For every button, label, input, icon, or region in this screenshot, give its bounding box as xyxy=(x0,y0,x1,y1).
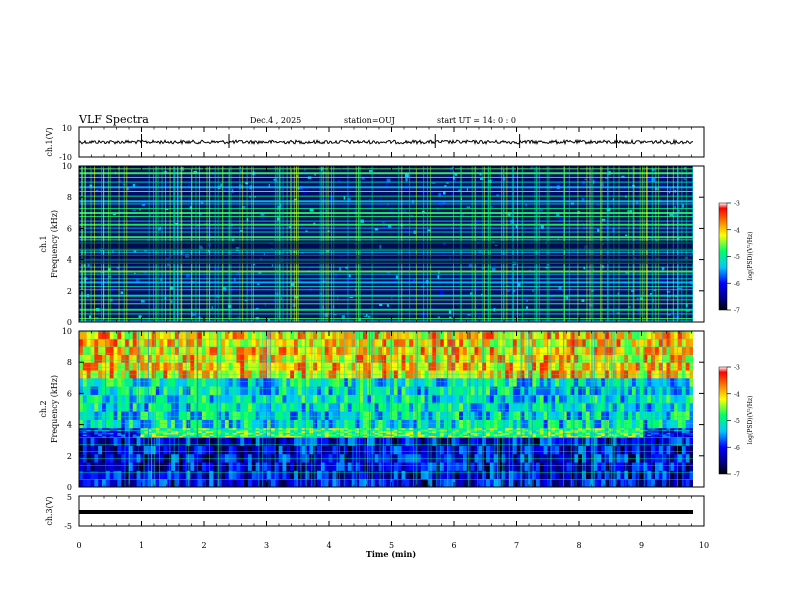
ch3-wave-tick-top: 5 xyxy=(67,493,72,502)
x-tick-label: 4 xyxy=(326,541,331,550)
freq-tick-label: 8 xyxy=(67,358,72,367)
ch1-line xyxy=(79,200,693,203)
x-tick-label: 8 xyxy=(576,541,581,550)
ch1-wave-ylabel: ch.1(V) xyxy=(45,127,54,156)
ch2-spec-ylabel: Frequency (kHz) xyxy=(50,375,59,443)
ch2-spec-ylabel-channel: ch.2 xyxy=(39,400,48,417)
ch1-line xyxy=(79,239,693,241)
freq-tick-label: 4 xyxy=(67,421,72,430)
ch1-wave-tick-bottom: -10 xyxy=(59,153,72,162)
ch1-spec-ylabel: Frequency (kHz) xyxy=(50,210,59,278)
ch1-line xyxy=(79,294,693,297)
colorbar-tick-label: -3 xyxy=(734,365,740,372)
ch1-line xyxy=(79,231,693,233)
colorbar-tick-label: -3 xyxy=(734,201,740,208)
colorbar-tick-label: -7 xyxy=(734,472,740,479)
x-tick-label: 0 xyxy=(76,541,81,550)
ch1-line xyxy=(79,186,693,189)
ch1-line xyxy=(79,168,693,170)
ch1-colorbar-label: log(PSD)(V²/Hz) xyxy=(747,232,754,281)
ch1-line xyxy=(79,303,693,305)
ch1-line xyxy=(79,308,693,311)
freq-tick-label: 0 xyxy=(67,318,72,327)
x-tick-label: 9 xyxy=(639,541,644,550)
x-axis-label: Time (min) xyxy=(366,549,416,559)
ch1-line xyxy=(79,223,693,226)
ch1-spectrogram-panel: 0 2 4 6 8 10 ch.1 Frequency (kHz) xyxy=(39,162,705,327)
ch1-waveform-panel: 10 -10 ch.1(V) xyxy=(45,124,705,162)
time-axis-ticks: 0 1 2 3 4 5 6 7 8 9 10 xyxy=(76,127,709,550)
colorbar-tick-label: -5 xyxy=(734,254,740,261)
colorbar-tick-label: -4 xyxy=(734,391,740,398)
ch1-line xyxy=(79,215,693,217)
ch1-line xyxy=(79,227,693,229)
header-date: Dec.4 , 2025 xyxy=(250,116,301,125)
colorbar-tick-label: -7 xyxy=(734,308,740,315)
x-tick-label: 3 xyxy=(264,541,269,550)
ch2-colorbar: -3 -4 -5 -6 -7 xyxy=(718,365,740,479)
ch1-line xyxy=(79,195,693,197)
ch1-line xyxy=(79,208,693,210)
ch1-wave-path xyxy=(78,138,694,146)
x-tick-label: 6 xyxy=(451,541,456,550)
ch1-line xyxy=(79,220,693,222)
freq-tick-label: 6 xyxy=(67,224,72,233)
ch1-line xyxy=(79,270,693,273)
ch1-line xyxy=(79,176,693,178)
x-tick-label: 1 xyxy=(139,541,144,550)
colorbar-tick-label: -6 xyxy=(734,281,740,288)
ch1-wave-tick-top: 10 xyxy=(62,124,72,133)
ch3-waveform-panel: 5 -5 ch.3(V) xyxy=(45,493,705,531)
ch2-colorbar-label: log(PSD)(V²/Hz) xyxy=(747,396,754,445)
x-tick-label: 7 xyxy=(514,541,519,550)
ch1-line xyxy=(79,172,693,175)
ch1-line xyxy=(79,318,693,320)
freq-tick-label: 6 xyxy=(67,389,72,398)
ch2-spectrogram-panel: 0 2 4 6 8 10 ch.2 Frequency (kHz) xyxy=(39,327,705,492)
x-tick-label: 5 xyxy=(389,541,394,550)
ch1-line xyxy=(79,299,693,301)
ch1-line xyxy=(79,289,693,291)
ch1-waveform-trace xyxy=(78,134,694,148)
ch1-line xyxy=(79,236,693,239)
ch1-line xyxy=(79,313,693,315)
ch1-line xyxy=(79,203,693,205)
ch1-line xyxy=(79,181,693,183)
ch3-wave-ylabel: ch.3(V) xyxy=(45,496,54,525)
colorbar-tick-label: -6 xyxy=(734,445,740,452)
x-tick-label: 10 xyxy=(699,541,709,550)
freq-tick-label: 10 xyxy=(62,327,72,336)
ch1-spec-ylabel-channel: ch.1 xyxy=(39,235,48,252)
ch1-line xyxy=(79,278,693,280)
ch3-waveform-trace xyxy=(79,510,693,514)
ch2-spectrogram-image xyxy=(79,331,693,487)
colorbar-tick-label: -5 xyxy=(734,418,740,425)
ch1-line xyxy=(79,273,693,275)
ch1-line xyxy=(79,190,693,192)
ch1-line xyxy=(79,212,693,215)
freq-tick-label: 2 xyxy=(67,452,72,461)
ch1-line xyxy=(79,286,693,288)
ch1-line xyxy=(79,281,693,284)
colorbar-tick-label: -4 xyxy=(734,227,740,234)
freq-tick-label: 10 xyxy=(62,162,72,171)
freq-tick-label: 8 xyxy=(67,193,72,202)
ch1-line xyxy=(79,320,693,322)
ch1-line xyxy=(79,266,693,268)
ch3-wave-tick-bottom: -5 xyxy=(64,522,72,531)
ch1-colorbar: -3 -4 -5 -6 -7 xyxy=(718,201,740,315)
ch1-spectrogram-image xyxy=(79,166,693,322)
figure-title: VLF Spectra xyxy=(78,113,149,126)
header-station: station=OUJ xyxy=(344,116,395,125)
freq-tick-label: 2 xyxy=(67,287,72,296)
freq-tick-label: 0 xyxy=(67,483,72,492)
header-start-ut: start UT = 14: 0 : 0 xyxy=(437,116,516,125)
ch1-line xyxy=(79,251,693,253)
freq-tick-label: 4 xyxy=(67,256,72,265)
x-tick-label: 2 xyxy=(201,541,206,550)
